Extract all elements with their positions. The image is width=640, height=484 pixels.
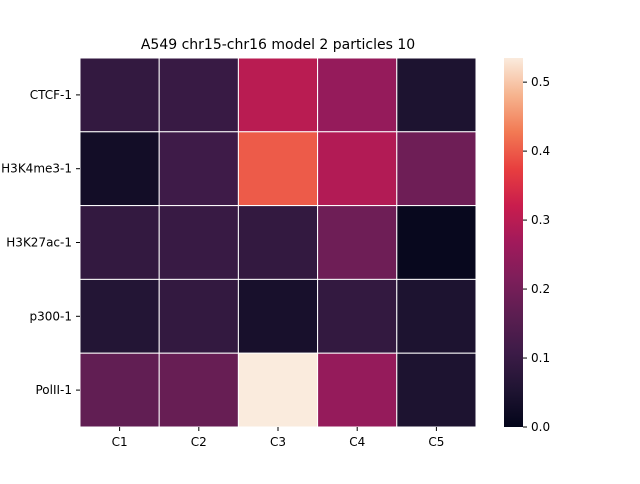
row-label: H3K27ac-1 — [6, 236, 72, 250]
heatmap-cell — [237, 131, 319, 207]
heatmap-cell — [396, 131, 477, 207]
row-label: CTCF-1 — [30, 88, 72, 102]
colorbar-tick-label: 0.3 — [531, 213, 550, 227]
heatmap-cell — [317, 278, 398, 354]
row-label: H3K4me3-1 — [1, 162, 72, 176]
heatmap-cell — [317, 131, 398, 207]
column-labels: C1 C2 C3 C4 C5 — [112, 427, 444, 449]
heatmap-cell — [79, 278, 160, 354]
heatmap-cell — [79, 131, 160, 207]
column-label: C1 — [112, 435, 128, 449]
colorbar-tick-label: 0.4 — [531, 144, 550, 158]
heatmap-cell — [396, 278, 477, 354]
heatmap-cell — [158, 57, 239, 133]
heatmap-cell — [79, 57, 160, 133]
row-label: p300-1 — [30, 309, 73, 323]
heatmap-cell — [237, 278, 319, 354]
row-label: PolII-1 — [35, 383, 72, 397]
colorbar-tick-label: 0.5 — [531, 75, 550, 89]
colorbar-ticks: 0.0 0.1 0.2 0.3 0.4 0.5 — [523, 75, 550, 434]
heatmap-cell — [237, 352, 319, 428]
heatmap-cell — [317, 205, 398, 280]
heatmap-cell — [317, 57, 398, 133]
heatmap-cell — [158, 278, 239, 354]
column-label: C5 — [428, 435, 444, 449]
heatmap-cell — [237, 57, 319, 133]
column-label: C4 — [349, 435, 365, 449]
heatmap-cells — [79, 57, 477, 428]
colorbar — [504, 58, 523, 427]
heatmap-cell — [396, 352, 477, 428]
heatmap-cell — [158, 131, 239, 207]
column-label: C2 — [191, 435, 207, 449]
chart-title: A549 chr15-chr16 model 2 particles 10 — [141, 37, 415, 53]
heatmap-cell — [158, 352, 239, 428]
heatmap-cell — [396, 205, 477, 280]
heatmap-cell — [237, 205, 319, 280]
row-labels: CTCF-1 H3K4me3-1 H3K27ac-1 p300-1 PolII-1 — [1, 88, 80, 397]
heatmap-cell — [158, 205, 239, 280]
colorbar-tick-label: 0.0 — [531, 420, 550, 434]
heatmap-cell — [79, 205, 160, 280]
colorbar-tick-label: 0.2 — [531, 282, 550, 296]
heatmap-cell — [396, 57, 477, 133]
colorbar-tick-label: 0.1 — [531, 351, 550, 365]
column-label: C3 — [270, 435, 286, 449]
heatmap-cell — [79, 352, 160, 428]
heatmap-cell — [317, 352, 398, 428]
